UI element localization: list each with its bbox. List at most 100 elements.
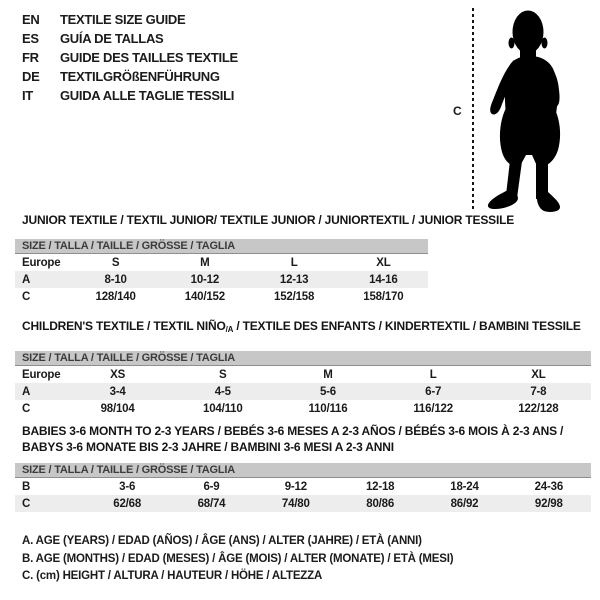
row-label: A bbox=[22, 273, 31, 286]
table-title-line: BABIES 3-6 MONTH TO 2-3 YEARS / BEBÉS 3-… bbox=[22, 423, 591, 439]
table-title-line: CHILDREN'S TEXTILE / TEXTIL NIÑO/A / TEX… bbox=[22, 318, 591, 338]
table-cell: 92/98 bbox=[534, 497, 563, 510]
title-segment: BABYS 3-6 MONATE BIS 2-3 JAHRE / BAMBINI… bbox=[22, 440, 394, 454]
height-measure-line bbox=[472, 8, 474, 211]
language-code: ES bbox=[22, 31, 39, 46]
table-row: C 128/140 140/152 152/158 158/170 bbox=[15, 288, 428, 305]
table-row: Europe XS S M L XL bbox=[15, 366, 591, 383]
language-row: EN TEXTILE SIZE GUIDE bbox=[22, 10, 238, 29]
table-cell: 8-10 bbox=[104, 273, 127, 286]
childrens-textile-table: CHILDREN'S TEXTILE / TEXTIL NIÑO/A / TEX… bbox=[15, 318, 591, 417]
table-cell: 116/122 bbox=[413, 402, 453, 415]
junior-textile-table: JUNIOR TEXTILE / TEXTIL JUNIOR/ TEXTILE … bbox=[15, 212, 514, 305]
table-cell: 6-9 bbox=[203, 480, 220, 493]
table-cell: 4-5 bbox=[214, 385, 231, 398]
table-title-line: BABYS 3-6 MONATE BIS 2-3 JAHRE / BAMBINI… bbox=[22, 439, 591, 455]
table-cell: 9-12 bbox=[284, 480, 307, 493]
language-title: GUÍA DE TALLAS bbox=[60, 31, 164, 46]
table-cell: L bbox=[290, 256, 298, 269]
table-cell: 6-7 bbox=[425, 385, 442, 398]
table-cell: XL bbox=[376, 256, 391, 269]
language-row: DE TEXTILGRÖßENFÜHRUNG bbox=[22, 67, 238, 86]
table-cell: S bbox=[219, 368, 227, 381]
row-label: C bbox=[22, 402, 31, 415]
language-title-list: EN TEXTILE SIZE GUIDE ES GUÍA DE TALLAS FR GU… bbox=[22, 10, 238, 105]
measure-footnotes: A. AGE (YEARS) / EDAD (AÑOS) / ÂGE (ANS)… bbox=[22, 533, 454, 586]
language-row: FR GUIDE DES TAILLES TEXTILE bbox=[22, 48, 238, 67]
table-cell: 140/152 bbox=[184, 290, 225, 303]
table-cell: L bbox=[429, 368, 437, 381]
table-cell: XS bbox=[110, 368, 126, 381]
title-segment: /A bbox=[225, 325, 234, 334]
table-cell: 62/68 bbox=[113, 497, 142, 510]
table-title: BABIES 3-6 MONTH TO 2-3 YEARS / BEBÉS 3-… bbox=[15, 423, 591, 455]
row-label: B bbox=[22, 480, 31, 493]
table-cell: 98/104 bbox=[100, 402, 135, 415]
babies-textile-table: BABIES 3-6 MONTH TO 2-3 YEARS / BEBÉS 3-… bbox=[15, 423, 591, 512]
height-measure-label: C bbox=[453, 104, 462, 118]
table-cell: 152/158 bbox=[274, 290, 315, 303]
language-code: DE bbox=[22, 69, 40, 84]
language-row: ES GUÍA DE TALLAS bbox=[22, 29, 238, 48]
language-title: GUIDE DES TAILLES TEXTILE bbox=[60, 50, 238, 65]
table-title: CHILDREN'S TEXTILE / TEXTIL NIÑO/A / TEX… bbox=[15, 318, 591, 338]
table-cell: 3-6 bbox=[119, 480, 136, 493]
row-label: C bbox=[22, 290, 31, 303]
row-label: A bbox=[22, 385, 31, 398]
table-cell: 158/170 bbox=[363, 290, 404, 303]
row-label: C bbox=[22, 497, 31, 510]
language-code: EN bbox=[22, 12, 40, 27]
size-table: Europe S M L XL A 8-10 10-12 12-13 14-16 C 128/140 1… bbox=[15, 254, 428, 305]
size-header-bar: SIZE / TALLA / TAILLE / GRÖSSE / TAGLIA bbox=[15, 351, 591, 366]
table-row: Europe S M L XL bbox=[15, 254, 428, 271]
table-title: JUNIOR TEXTILE / TEXTIL JUNIOR/ TEXTILE … bbox=[15, 212, 514, 228]
table-cell: 110/116 bbox=[308, 402, 348, 415]
size-table: Europe XS S M L XL A 3-4 4-5 5-6 6-7 7-8 C 98/104 104/… bbox=[15, 366, 591, 417]
table-cell: XL bbox=[531, 368, 546, 381]
table-cell: 14-16 bbox=[369, 273, 398, 286]
title-segment: / TEXTILE DES ENFANTS / KINDERTEXTIL / B… bbox=[233, 319, 581, 333]
table-cell: S bbox=[111, 256, 120, 269]
table-cell: 7-8 bbox=[530, 385, 547, 398]
table-cell: 68/74 bbox=[197, 497, 226, 510]
row-label: Europe bbox=[22, 368, 61, 381]
table-row: C 98/104 104/110 110/116 116/122 122/128 bbox=[15, 400, 591, 417]
size-header-bar: SIZE / TALLA / TAILLE / GRÖSSE / TAGLIA bbox=[15, 239, 428, 254]
table-cell: 3-4 bbox=[109, 385, 126, 398]
size-table: B 3-6 6-9 9-12 12-18 18-24 24-36 C 62/68 68/74 74/… bbox=[15, 478, 591, 512]
table-cell: M bbox=[323, 368, 333, 381]
footnote-line: B. AGE (MONTHS) / EDAD (MESES) / ÂGE (MO… bbox=[22, 552, 454, 565]
table-cell: 12-18 bbox=[365, 480, 395, 493]
footnote-line: A. AGE (YEARS) / EDAD (AÑOS) / ÂGE (ANS)… bbox=[22, 535, 422, 547]
size-header-bar: SIZE / TALLA / TAILLE / GRÖSSE / TAGLIA bbox=[15, 463, 591, 478]
language-title: TEXTILGRÖßENFÜHRUNG bbox=[60, 69, 220, 84]
title-segment: JUNIOR TEXTILE / TEXTIL JUNIOR/ TEXTILE … bbox=[22, 213, 515, 227]
table-cell: 86/92 bbox=[450, 497, 479, 510]
row-label: Europe bbox=[22, 256, 61, 269]
baby-silhouette-icon bbox=[487, 10, 561, 212]
table-cell: 104/110 bbox=[203, 402, 243, 415]
table-cell: 122/128 bbox=[518, 402, 559, 415]
table-row: A 3-4 4-5 5-6 6-7 7-8 bbox=[15, 383, 591, 400]
language-code: IT bbox=[22, 88, 33, 103]
table-cell: 128/140 bbox=[95, 290, 136, 303]
table-cell: 12-13 bbox=[279, 273, 309, 286]
table-row: B 3-6 6-9 9-12 12-18 18-24 24-36 bbox=[15, 478, 591, 495]
table-cell: 24-36 bbox=[534, 480, 564, 493]
title-segment: BABIES 3-6 MONTH TO 2-3 YEARS / BEBÉS 3-… bbox=[22, 424, 564, 438]
title-segment: CHILDREN'S TEXTILE / TEXTIL NIÑO bbox=[22, 319, 226, 333]
table-row: A 8-10 10-12 12-13 14-16 bbox=[15, 271, 428, 288]
table-cell: 80/86 bbox=[366, 497, 395, 510]
footnote-line: C. (cm) HEIGHT / ALTURA / HAUTEUR / HÖHE… bbox=[22, 570, 323, 582]
table-row: C 62/68 68/74 74/80 80/86 86/92 92/98 bbox=[15, 495, 591, 512]
language-row: IT GUIDA ALLE TAGLIE TESSILI bbox=[22, 86, 238, 105]
language-code: FR bbox=[22, 50, 39, 65]
table-title-line: JUNIOR TEXTILE / TEXTIL JUNIOR/ TEXTILE … bbox=[22, 212, 514, 228]
language-title: TEXTILE SIZE GUIDE bbox=[60, 12, 186, 27]
table-cell: 10-12 bbox=[190, 273, 220, 286]
table-cell: M bbox=[200, 256, 210, 269]
table-cell: 5-6 bbox=[319, 385, 336, 398]
table-cell: 18-24 bbox=[450, 480, 479, 493]
table-cell: 74/80 bbox=[281, 497, 310, 510]
